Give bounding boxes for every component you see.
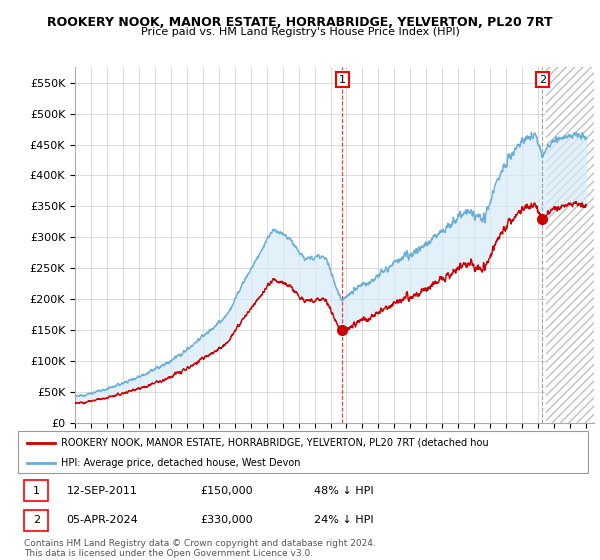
Text: 1: 1 <box>339 74 346 85</box>
Text: 48% ↓ HPI: 48% ↓ HPI <box>314 486 374 496</box>
Text: ROOKERY NOOK, MANOR ESTATE, HORRABRIDGE, YELVERTON, PL20 7RT: ROOKERY NOOK, MANOR ESTATE, HORRABRIDGE,… <box>47 16 553 29</box>
Text: 12-SEP-2011: 12-SEP-2011 <box>67 486 137 496</box>
Text: 2: 2 <box>539 74 546 85</box>
Text: £330,000: £330,000 <box>200 515 253 525</box>
Text: Price paid vs. HM Land Registry's House Price Index (HPI): Price paid vs. HM Land Registry's House … <box>140 27 460 37</box>
FancyBboxPatch shape <box>18 431 588 473</box>
Text: 1: 1 <box>33 486 40 496</box>
Text: HPI: Average price, detached house, West Devon: HPI: Average price, detached house, West… <box>61 458 300 468</box>
Text: 05-APR-2024: 05-APR-2024 <box>67 515 138 525</box>
Text: ROOKERY NOOK, MANOR ESTATE, HORRABRIDGE, YELVERTON, PL20 7RT (detached hou: ROOKERY NOOK, MANOR ESTATE, HORRABRIDGE,… <box>61 438 488 448</box>
Text: 2: 2 <box>32 515 40 525</box>
Text: £150,000: £150,000 <box>200 486 253 496</box>
Text: 24% ↓ HPI: 24% ↓ HPI <box>314 515 374 525</box>
FancyBboxPatch shape <box>24 480 48 501</box>
Text: Contains HM Land Registry data © Crown copyright and database right 2024.
This d: Contains HM Land Registry data © Crown c… <box>24 539 376 558</box>
FancyBboxPatch shape <box>24 510 48 531</box>
